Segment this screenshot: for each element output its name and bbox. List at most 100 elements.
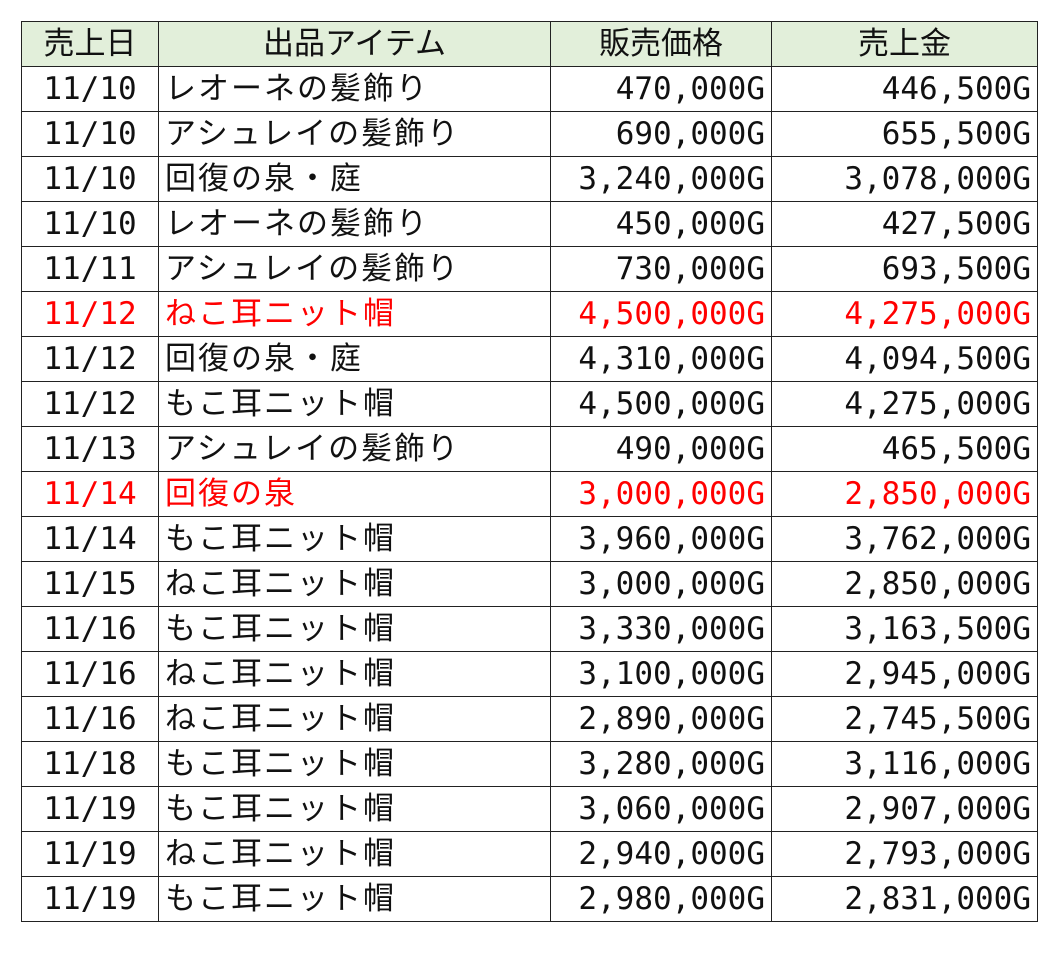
table-body: 11/10 レオーネの髪飾り 470,000G 446,500G 11/10 アシュレイの… [21, 66, 1038, 922]
table-row: 11/10 アシュレイの髪飾り 690,000G 655,500G [21, 111, 1038, 157]
table-row: 11/12 もこ耳ニット帽 4,500,000G 4,275,000G [21, 381, 1038, 427]
cell-sales-amount: 2,831,000G [771, 876, 1038, 922]
header-item: 出品アイテム [158, 21, 551, 67]
cell-sale-date: 11/19 [21, 876, 159, 922]
cell-sale-date: 11/16 [21, 606, 159, 652]
table-row: 11/12 回復の泉・庭 4,310,000G 4,094,500G [21, 336, 1038, 382]
cell-sale-date: 11/13 [21, 426, 159, 472]
cell-price: 490,000G [550, 426, 772, 472]
cell-sales-amount: 465,500G [771, 426, 1038, 472]
cell-price: 2,980,000G [550, 876, 772, 922]
cell-item: 回復の泉・庭 [158, 336, 551, 382]
cell-item: もこ耳ニット帽 [158, 876, 551, 922]
table-row: 11/10 回復の泉・庭 3,240,000G 3,078,000G [21, 156, 1038, 202]
table-row: 11/19 ねこ耳ニット帽 2,940,000G 2,793,000G [21, 831, 1038, 877]
cell-sales-amount: 2,793,000G [771, 831, 1038, 877]
cell-sales-amount: 3,078,000G [771, 156, 1038, 202]
cell-price: 3,000,000G [550, 471, 772, 517]
cell-item: ねこ耳ニット帽 [158, 696, 551, 742]
cell-price: 4,500,000G [550, 381, 772, 427]
cell-item: もこ耳ニット帽 [158, 741, 551, 787]
cell-sales-amount: 655,500G [771, 111, 1038, 157]
cell-sales-amount: 446,500G [771, 66, 1038, 112]
cell-item: アシュレイの髪飾り [158, 426, 551, 472]
header-row: 売上日 出品アイテム 販売価格 売上金 [21, 21, 1038, 67]
table-row: 11/16 ねこ耳ニット帽 3,100,000G 2,945,000G [21, 651, 1038, 697]
cell-price: 470,000G [550, 66, 772, 112]
cell-sales-amount: 4,094,500G [771, 336, 1038, 382]
cell-sales-amount: 2,850,000G [771, 561, 1038, 607]
cell-price: 3,330,000G [550, 606, 772, 652]
cell-sale-date: 11/16 [21, 696, 159, 742]
cell-sale-date: 11/12 [21, 381, 159, 427]
cell-sale-date: 11/16 [21, 651, 159, 697]
sales-table: 売上日 出品アイテム 販売価格 売上金 11/10 レオーネの髪飾り 470,000… [21, 21, 1038, 922]
cell-sales-amount: 2,907,000G [771, 786, 1038, 832]
table-row: 11/16 ねこ耳ニット帽 2,890,000G 2,745,500G [21, 696, 1038, 742]
cell-sale-date: 11/12 [21, 291, 159, 337]
table-row: 11/19 もこ耳ニット帽 2,980,000G 2,831,000G [21, 876, 1038, 922]
cell-sale-date: 11/10 [21, 111, 159, 157]
cell-price: 2,940,000G [550, 831, 772, 877]
cell-sale-date: 11/10 [21, 156, 159, 202]
cell-item: 回復の泉・庭 [158, 156, 551, 202]
cell-price: 690,000G [550, 111, 772, 157]
header-sales-amount: 売上金 [771, 21, 1038, 67]
table-row: 11/12 ねこ耳ニット帽 4,500,000G 4,275,000G [21, 291, 1038, 337]
table-row: 11/11 アシュレイの髪飾り 730,000G 693,500G [21, 246, 1038, 292]
cell-sales-amount: 3,163,500G [771, 606, 1038, 652]
cell-price: 2,890,000G [550, 696, 772, 742]
cell-item: レオーネの髪飾り [158, 66, 551, 112]
cell-item: ねこ耳ニット帽 [158, 291, 551, 337]
cell-sale-date: 11/19 [21, 786, 159, 832]
cell-sale-date: 11/14 [21, 471, 159, 517]
cell-item: もこ耳ニット帽 [158, 786, 551, 832]
cell-price: 3,060,000G [550, 786, 772, 832]
cell-sales-amount: 2,745,500G [771, 696, 1038, 742]
cell-item: アシュレイの髪飾り [158, 246, 551, 292]
table-row: 11/13 アシュレイの髪飾り 490,000G 465,500G [21, 426, 1038, 472]
cell-item: もこ耳ニット帽 [158, 381, 551, 427]
table-row: 11/18 もこ耳ニット帽 3,280,000G 3,116,000G [21, 741, 1038, 787]
cell-item: ねこ耳ニット帽 [158, 831, 551, 877]
header-sale-date: 売上日 [21, 21, 159, 67]
cell-sale-date: 11/18 [21, 741, 159, 787]
cell-price: 4,500,000G [550, 291, 772, 337]
cell-price: 3,240,000G [550, 156, 772, 202]
header-price: 販売価格 [550, 21, 772, 67]
cell-item: 回復の泉 [158, 471, 551, 517]
cell-item: レオーネの髪飾り [158, 201, 551, 247]
cell-sales-amount: 2,945,000G [771, 651, 1038, 697]
cell-price: 3,280,000G [550, 741, 772, 787]
table-row: 11/14 回復の泉 3,000,000G 2,850,000G [21, 471, 1038, 517]
cell-price: 3,100,000G [550, 651, 772, 697]
cell-item: ねこ耳ニット帽 [158, 561, 551, 607]
cell-sale-date: 11/11 [21, 246, 159, 292]
cell-item: ねこ耳ニット帽 [158, 651, 551, 697]
cell-sales-amount: 4,275,000G [771, 291, 1038, 337]
cell-sales-amount: 3,116,000G [771, 741, 1038, 787]
cell-sales-amount: 693,500G [771, 246, 1038, 292]
cell-item: もこ耳ニット帽 [158, 516, 551, 562]
cell-sale-date: 11/12 [21, 336, 159, 382]
cell-sales-amount: 3,762,000G [771, 516, 1038, 562]
table-row: 11/14 もこ耳ニット帽 3,960,000G 3,762,000G [21, 516, 1038, 562]
cell-price: 3,960,000G [550, 516, 772, 562]
cell-sale-date: 11/10 [21, 201, 159, 247]
cell-sales-amount: 4,275,000G [771, 381, 1038, 427]
cell-sales-amount: 427,500G [771, 201, 1038, 247]
cell-price: 730,000G [550, 246, 772, 292]
table-row: 11/16 もこ耳ニット帽 3,330,000G 3,163,500G [21, 606, 1038, 652]
table-row: 11/10 レオーネの髪飾り 470,000G 446,500G [21, 66, 1038, 112]
cell-item: もこ耳ニット帽 [158, 606, 551, 652]
cell-price: 4,310,000G [550, 336, 772, 382]
table-header: 売上日 出品アイテム 販売価格 売上金 [21, 21, 1038, 67]
cell-sale-date: 11/15 [21, 561, 159, 607]
cell-price: 3,000,000G [550, 561, 772, 607]
cell-sale-date: 11/10 [21, 66, 159, 112]
table-row: 11/10 レオーネの髪飾り 450,000G 427,500G [21, 201, 1038, 247]
cell-item: アシュレイの髪飾り [158, 111, 551, 157]
cell-sale-date: 11/19 [21, 831, 159, 877]
cell-sales-amount: 2,850,000G [771, 471, 1038, 517]
cell-price: 450,000G [550, 201, 772, 247]
